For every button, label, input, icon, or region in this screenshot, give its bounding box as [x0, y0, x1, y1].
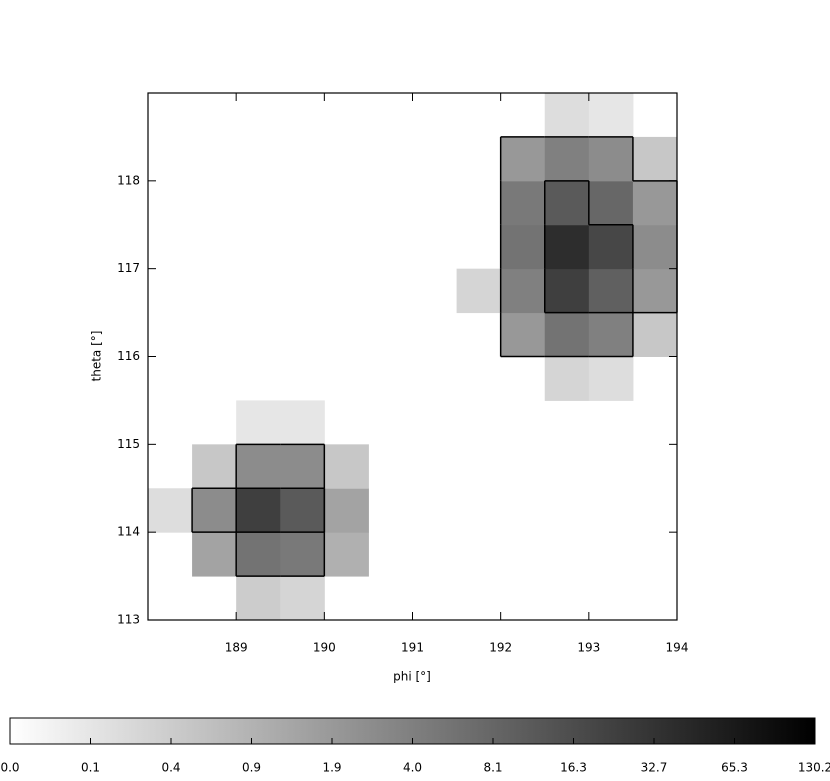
heat-cell [588, 356, 634, 401]
colorbar-tick-label: 65.3 [721, 761, 748, 775]
heat-cell [192, 532, 237, 577]
x-tick-label: 189 [225, 641, 248, 655]
heat-cell [544, 356, 590, 401]
heat-cell [236, 400, 281, 445]
heat-cell [324, 532, 369, 577]
heat-cell [588, 268, 634, 314]
y-tick-label: 115 [117, 437, 140, 451]
y-tick-label: 116 [117, 349, 140, 363]
heat-cell [544, 268, 590, 314]
x-tick-label: 191 [401, 641, 424, 655]
heat-cell [236, 444, 281, 489]
x-axis-label: phi [°] [393, 670, 431, 684]
heat-cell [544, 224, 590, 270]
heat-cell [588, 136, 634, 182]
colorbar-tick-label: 4.0 [403, 761, 422, 775]
colorbar-tick-label: 8.1 [483, 761, 502, 775]
x-tick-label: 193 [577, 641, 600, 655]
colorbar-tick-label: 1.9 [322, 761, 341, 775]
colorbar-tick-label: 32.7 [641, 761, 668, 775]
heat-cell [588, 312, 634, 357]
heat-cell [632, 136, 678, 182]
heat-cell [280, 576, 325, 621]
heat-cell [632, 180, 678, 226]
colorbar-tick-label: 130.2 [798, 761, 830, 775]
heat-cell [192, 488, 237, 533]
colorbar-tick-label: 0.1 [81, 761, 100, 775]
y-tick-label: 113 [117, 613, 140, 627]
y-tick-label: 118 [117, 173, 140, 187]
y-axis-label: theta [°] [90, 331, 104, 382]
y-tick-label: 114 [117, 525, 140, 539]
heat-cell [588, 93, 634, 138]
x-tick-label: 192 [489, 641, 512, 655]
heat-cell [280, 400, 325, 445]
heat-cell [192, 444, 237, 489]
heat-cell [456, 268, 502, 314]
colorbar-tick-label: 0.0 [0, 761, 19, 775]
heat-cell [280, 444, 325, 489]
heat-cell [588, 224, 634, 270]
colorbar-tick-label: 0.4 [161, 761, 180, 775]
heat-cell [632, 312, 678, 357]
heat-cell [544, 93, 590, 138]
heat-cell [632, 268, 678, 314]
x-tick-label: 190 [313, 641, 336, 655]
heat-cell [632, 224, 678, 270]
heat-cell [500, 136, 546, 182]
colorbar-tick-label: 0.9 [242, 761, 261, 775]
heat-cell [544, 180, 590, 226]
heat-cell [280, 532, 325, 577]
heat-cell [588, 180, 634, 226]
heat-cell [500, 224, 546, 270]
x-tick-label: 194 [666, 641, 689, 655]
heat-cell [280, 488, 325, 533]
colorbar-tick-label: 16.3 [560, 761, 587, 775]
heat-cell [500, 312, 546, 357]
heat-cell [324, 488, 369, 533]
heat-cell [236, 576, 281, 621]
heat-cell [500, 180, 546, 226]
heat-cell [324, 444, 369, 489]
heat-cell [236, 532, 281, 577]
heat-cell [236, 488, 281, 533]
heat-cell [148, 488, 193, 533]
heat-cell [544, 136, 590, 182]
heat-cell [544, 312, 590, 357]
heat-cell [500, 268, 546, 314]
y-tick-label: 117 [117, 261, 140, 275]
